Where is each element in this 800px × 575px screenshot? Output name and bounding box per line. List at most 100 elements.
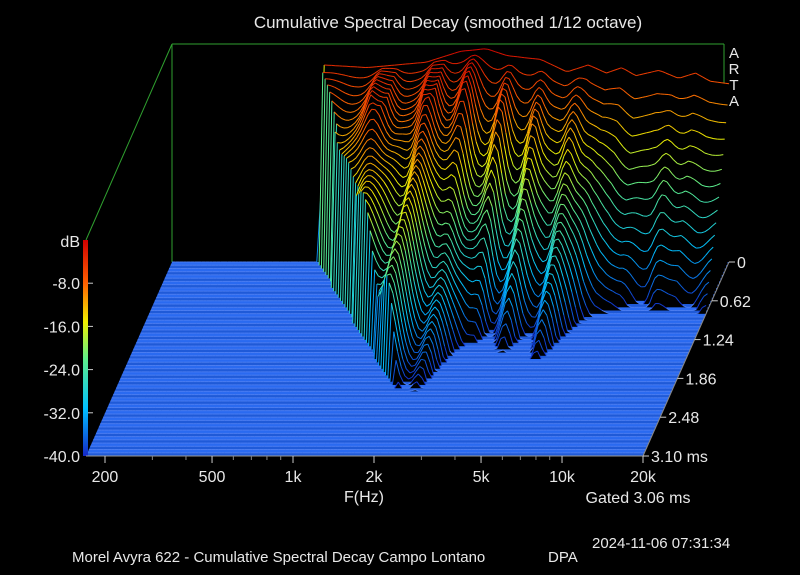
slice-segment xyxy=(502,159,508,181)
slice-segment xyxy=(429,148,435,158)
slice-segment xyxy=(552,116,557,120)
slice-segment xyxy=(518,113,523,118)
slice-segment xyxy=(646,181,650,184)
slice-segment xyxy=(572,68,577,71)
slice-segment xyxy=(531,123,536,128)
floor-band xyxy=(98,423,658,427)
slice-segment xyxy=(468,70,474,81)
slice-segment xyxy=(365,104,370,114)
slice-segment xyxy=(432,134,438,145)
slice-segment xyxy=(534,87,540,92)
slice-segment xyxy=(578,171,583,177)
floor-band xyxy=(114,388,674,392)
slice-segment xyxy=(556,118,561,121)
slice-segment xyxy=(656,170,662,177)
slice-segment xyxy=(524,178,529,181)
slice-segment xyxy=(411,144,417,158)
slice-segment xyxy=(526,189,532,203)
slice-segment xyxy=(604,130,609,133)
slice-segment xyxy=(348,75,353,78)
slice-segment xyxy=(478,251,483,254)
slice-segment xyxy=(462,80,467,84)
slice-segment xyxy=(386,131,391,138)
slice-segment xyxy=(454,91,459,98)
slice-segment xyxy=(434,127,439,138)
slice-segment xyxy=(376,104,381,107)
slice-segment xyxy=(463,140,469,161)
slice-segment xyxy=(671,173,677,179)
slice-segment xyxy=(431,58,436,61)
slice-segment xyxy=(356,111,361,117)
slice-segment xyxy=(602,269,607,275)
slice-segment xyxy=(660,166,666,171)
slice-segment xyxy=(645,262,651,270)
slice-segment xyxy=(446,119,451,121)
slice-segment xyxy=(560,133,565,142)
slice-segment xyxy=(494,51,499,54)
slice-segment xyxy=(482,172,488,184)
slice-segment xyxy=(347,125,352,129)
slice-segment xyxy=(461,165,466,184)
slice-segment xyxy=(579,161,585,167)
slice-segment xyxy=(689,192,694,196)
slice-segment xyxy=(387,83,392,86)
slice-segment xyxy=(707,200,712,203)
slice-segment xyxy=(436,63,441,66)
slice-segment xyxy=(689,276,694,279)
slice-segment xyxy=(688,292,692,294)
slice-segment xyxy=(337,153,343,298)
slice-segment xyxy=(630,151,635,154)
slice-segment xyxy=(556,180,562,193)
slice-segment xyxy=(576,67,581,70)
slice-segment xyxy=(351,129,357,136)
slice-segment xyxy=(650,70,655,73)
slice-segment xyxy=(379,80,385,84)
slice-segment xyxy=(349,128,354,133)
slice-segment xyxy=(688,112,693,116)
slice-segment xyxy=(541,231,546,238)
slice-segment xyxy=(570,192,575,201)
slice-segment xyxy=(466,66,472,69)
slice-segment xyxy=(647,164,652,167)
slice-segment xyxy=(431,141,437,152)
slice-segment xyxy=(705,185,710,188)
slice-segment xyxy=(551,187,556,190)
slice-segment xyxy=(613,119,618,122)
slice-segment xyxy=(710,80,715,83)
slice-segment xyxy=(448,87,453,91)
slice-segment xyxy=(650,130,655,133)
slice-segment xyxy=(477,192,482,197)
slice-segment xyxy=(543,82,549,89)
slice-segment xyxy=(607,131,613,136)
slice-segment xyxy=(414,125,419,139)
slice-segment xyxy=(523,136,529,156)
slice-segment xyxy=(376,283,381,285)
slice-segment xyxy=(619,178,625,184)
slice-segment xyxy=(355,101,360,105)
slice-segment xyxy=(456,77,462,82)
slice-segment xyxy=(549,137,554,142)
slice-segment xyxy=(557,194,563,204)
slice-segment xyxy=(646,214,651,217)
slice-segment xyxy=(477,130,482,142)
slice-segment xyxy=(360,122,365,132)
slice-segment xyxy=(400,165,405,169)
slice-segment xyxy=(530,159,536,172)
slice-segment xyxy=(498,137,504,160)
slice-segment xyxy=(579,97,585,103)
slice-segment xyxy=(673,75,678,79)
slice-segment xyxy=(603,255,609,262)
slice-segment xyxy=(425,84,430,87)
slice-segment xyxy=(385,154,390,158)
slice-segment xyxy=(348,142,354,148)
slice-segment xyxy=(350,111,355,113)
slice-segment xyxy=(500,124,505,147)
slice-segment xyxy=(515,179,520,184)
slice-segment xyxy=(511,95,516,108)
slice-segment xyxy=(512,129,517,140)
slice-segment xyxy=(555,167,561,177)
slice-segment xyxy=(663,138,668,142)
slice-segment xyxy=(379,138,385,146)
floor-band xyxy=(108,401,668,405)
slice-segment xyxy=(489,122,495,132)
